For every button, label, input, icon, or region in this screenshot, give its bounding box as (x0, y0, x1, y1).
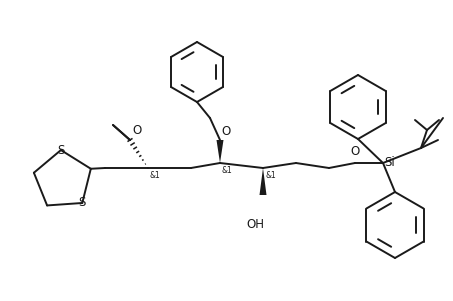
Text: O: O (132, 124, 141, 137)
Text: &1: &1 (222, 166, 233, 175)
Text: &1: &1 (265, 171, 276, 180)
Text: &1: &1 (150, 171, 161, 180)
Text: O: O (350, 145, 360, 158)
Text: S: S (79, 197, 86, 209)
Polygon shape (260, 168, 266, 195)
Text: OH: OH (246, 218, 264, 231)
Polygon shape (217, 140, 223, 163)
Text: S: S (57, 144, 65, 157)
Text: Si: Si (384, 157, 395, 169)
Text: O: O (221, 125, 230, 138)
